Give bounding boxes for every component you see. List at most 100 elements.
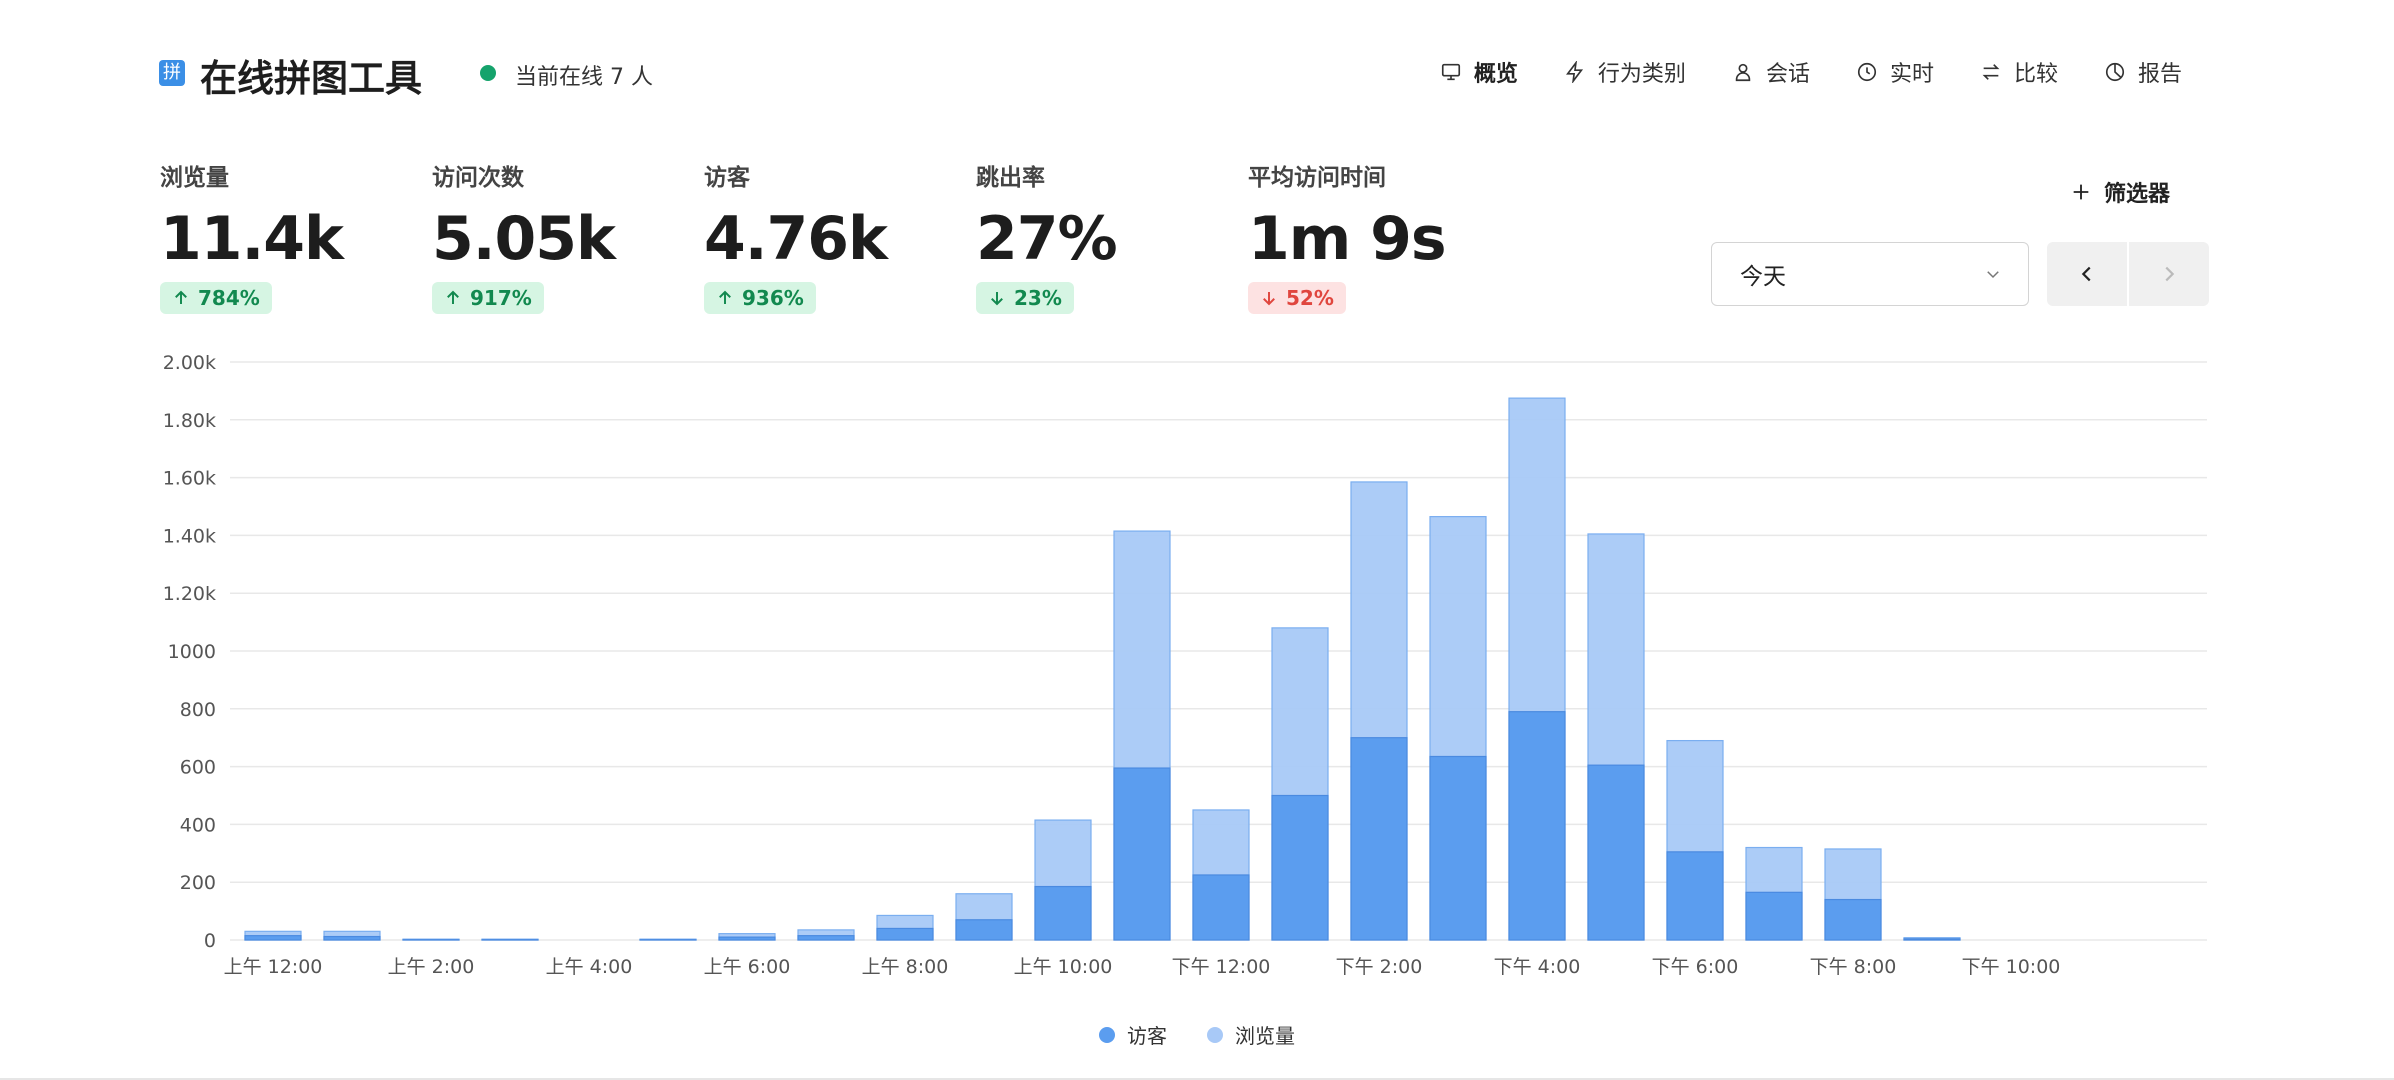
metric-label: 访客 [704, 165, 750, 191]
bar-visitors [1508, 711, 1566, 941]
next-period-button[interactable] [2127, 242, 2209, 306]
monitor-icon [1441, 63, 1460, 81]
y-tick-label: 1.80k [163, 410, 216, 432]
arrow-up-icon [175, 290, 187, 304]
filter-label: 筛选器 [2104, 182, 2171, 207]
metric-change-badge: 936% [704, 282, 816, 314]
nav-item-realtime[interactable]: 实时 [1856, 56, 1934, 88]
nav-item-overview[interactable]: 概览 [1440, 56, 1518, 88]
main-nav: 概览 行为类别 会话 实时 比较 报告 [1440, 56, 2182, 88]
bar-visitors [1429, 755, 1487, 941]
bar-visitors [1271, 794, 1329, 941]
legend-swatch [1207, 1026, 1223, 1043]
y-tick-label: 600 [180, 757, 216, 779]
online-status-dot [480, 65, 496, 81]
metric-change: 784% [198, 286, 260, 310]
clock-icon [1857, 62, 1877, 82]
nav-label: 会话 [1765, 62, 1810, 87]
bar-visitors [244, 935, 302, 941]
date-range-select[interactable]: 今天 [1711, 242, 2029, 306]
chart-legend: 访客 浏览量 [0, 1020, 2394, 1049]
metric-label: 访问次数 [432, 165, 524, 191]
filter-button[interactable]: 筛选器 [2070, 176, 2170, 208]
nav-item-reports[interactable]: 报告 [2104, 56, 2182, 88]
chevron-left-icon [2081, 266, 2091, 282]
x-tick-label: 上午 6:00 [704, 956, 791, 978]
arrow-up-icon [447, 290, 459, 304]
arrow-down-icon [1263, 292, 1275, 306]
x-tick-label: 上午 8:00 [862, 956, 949, 978]
metric-pageviews[interactable]: 浏览量 11.4k 784% [160, 158, 344, 314]
metric-bounce-rate[interactable]: 跳出率 27% 23% [976, 158, 1118, 314]
x-tick-label: 下午 8:00 [1810, 956, 1897, 978]
online-count: 当前在线 7 人 [515, 65, 653, 90]
y-tick-label: 1000 [168, 641, 216, 663]
x-tick-label: 上午 10:00 [1014, 956, 1113, 978]
x-tick-label: 下午 10:00 [1962, 956, 2061, 978]
metric-change-badge: 52% [1248, 282, 1346, 314]
bar-visitors [1350, 737, 1408, 941]
bar-visitors [1824, 898, 1882, 941]
chevron-down-icon [1987, 271, 1999, 279]
bottom-border [0, 1078, 2394, 1080]
y-tick-label: 200 [180, 872, 216, 894]
metric-change: 936% [742, 286, 804, 310]
legend-label: 访客 [1127, 1024, 1167, 1048]
x-tick-label: 下午 6:00 [1652, 956, 1739, 978]
metric-change: 52% [1286, 286, 1334, 310]
bar-visitors [1587, 764, 1645, 941]
bar-visitors [718, 936, 776, 941]
bar-visitors [323, 935, 381, 941]
nav-item-sessions[interactable]: 会话 [1732, 56, 1810, 88]
metric-change-badge: 23% [976, 282, 1074, 314]
nav-item-compare[interactable]: 比较 [1980, 56, 2058, 88]
y-tick-label: 1.60k [163, 468, 216, 490]
pie-icon [2105, 62, 2125, 82]
site-title[interactable]: 在线拼图工具 [200, 57, 422, 100]
metric-value: 4.76k [704, 204, 888, 274]
hourly-traffic-chart: 0 200 400 600 800 1000 1.20k 1.40k 1.60k 1.80k 2.0… [163, 352, 2207, 978]
x-tick-label: 上午 2:00 [388, 956, 475, 978]
date-pager [2047, 242, 2209, 306]
nav-label: 行为类别 [1597, 62, 1686, 87]
metric-change: 23% [1014, 286, 1062, 310]
chevron-right-icon [2165, 266, 2175, 282]
metric-value: 1m 9s [1248, 204, 1447, 274]
date-range-value: 今天 [1740, 264, 1786, 290]
nav-label: 比较 [2013, 62, 2058, 87]
bar-visitors [797, 935, 855, 941]
bar-visitors [1192, 874, 1250, 941]
bar-visitors [1745, 891, 1803, 941]
metric-value: 27% [976, 204, 1118, 274]
plus-icon [2073, 184, 2089, 200]
metric-label: 跳出率 [976, 165, 1045, 191]
legend-item-pageviews[interactable]: 浏览量 [1207, 1020, 1295, 1049]
bar-visitors [876, 927, 934, 941]
y-tick-label: 1.40k [163, 525, 216, 547]
metric-value: 5.05k [432, 204, 616, 274]
nav-item-events[interactable]: 行为类别 [1564, 56, 1686, 88]
metric-label: 浏览量 [160, 165, 229, 191]
previous-period-button[interactable] [2047, 242, 2127, 306]
metric-visits[interactable]: 访问次数 5.05k 917% [432, 158, 616, 314]
nav-label: 实时 [1889, 62, 1934, 87]
nav-label: 概览 [1473, 62, 1518, 87]
metric-value: 11.4k [160, 204, 344, 274]
bar-visitors [1903, 938, 1961, 941]
metric-avg-visit-time[interactable]: 平均访问时间 1m 9s 52% [1248, 158, 1447, 314]
y-tick-label: 1.20k [163, 583, 216, 605]
swap-icon [1982, 64, 2000, 80]
nav-label: 报告 [2137, 62, 2182, 87]
legend-label: 浏览量 [1235, 1024, 1295, 1048]
legend-swatch [1099, 1026, 1115, 1043]
bar-visitors [1113, 767, 1171, 941]
x-tick-label: 下午 2:00 [1336, 956, 1423, 978]
legend-item-visitors[interactable]: 访客 [1099, 1020, 1167, 1049]
metric-change: 917% [470, 286, 532, 310]
x-tick-label: 上午 12:00 [224, 956, 323, 978]
arrow-down-icon [991, 292, 1003, 306]
metric-visitors[interactable]: 访客 4.76k 936% [704, 158, 888, 314]
metric-change-badge: 784% [160, 282, 272, 314]
arrow-up-icon [719, 290, 731, 304]
bar-visitors [955, 919, 1013, 941]
